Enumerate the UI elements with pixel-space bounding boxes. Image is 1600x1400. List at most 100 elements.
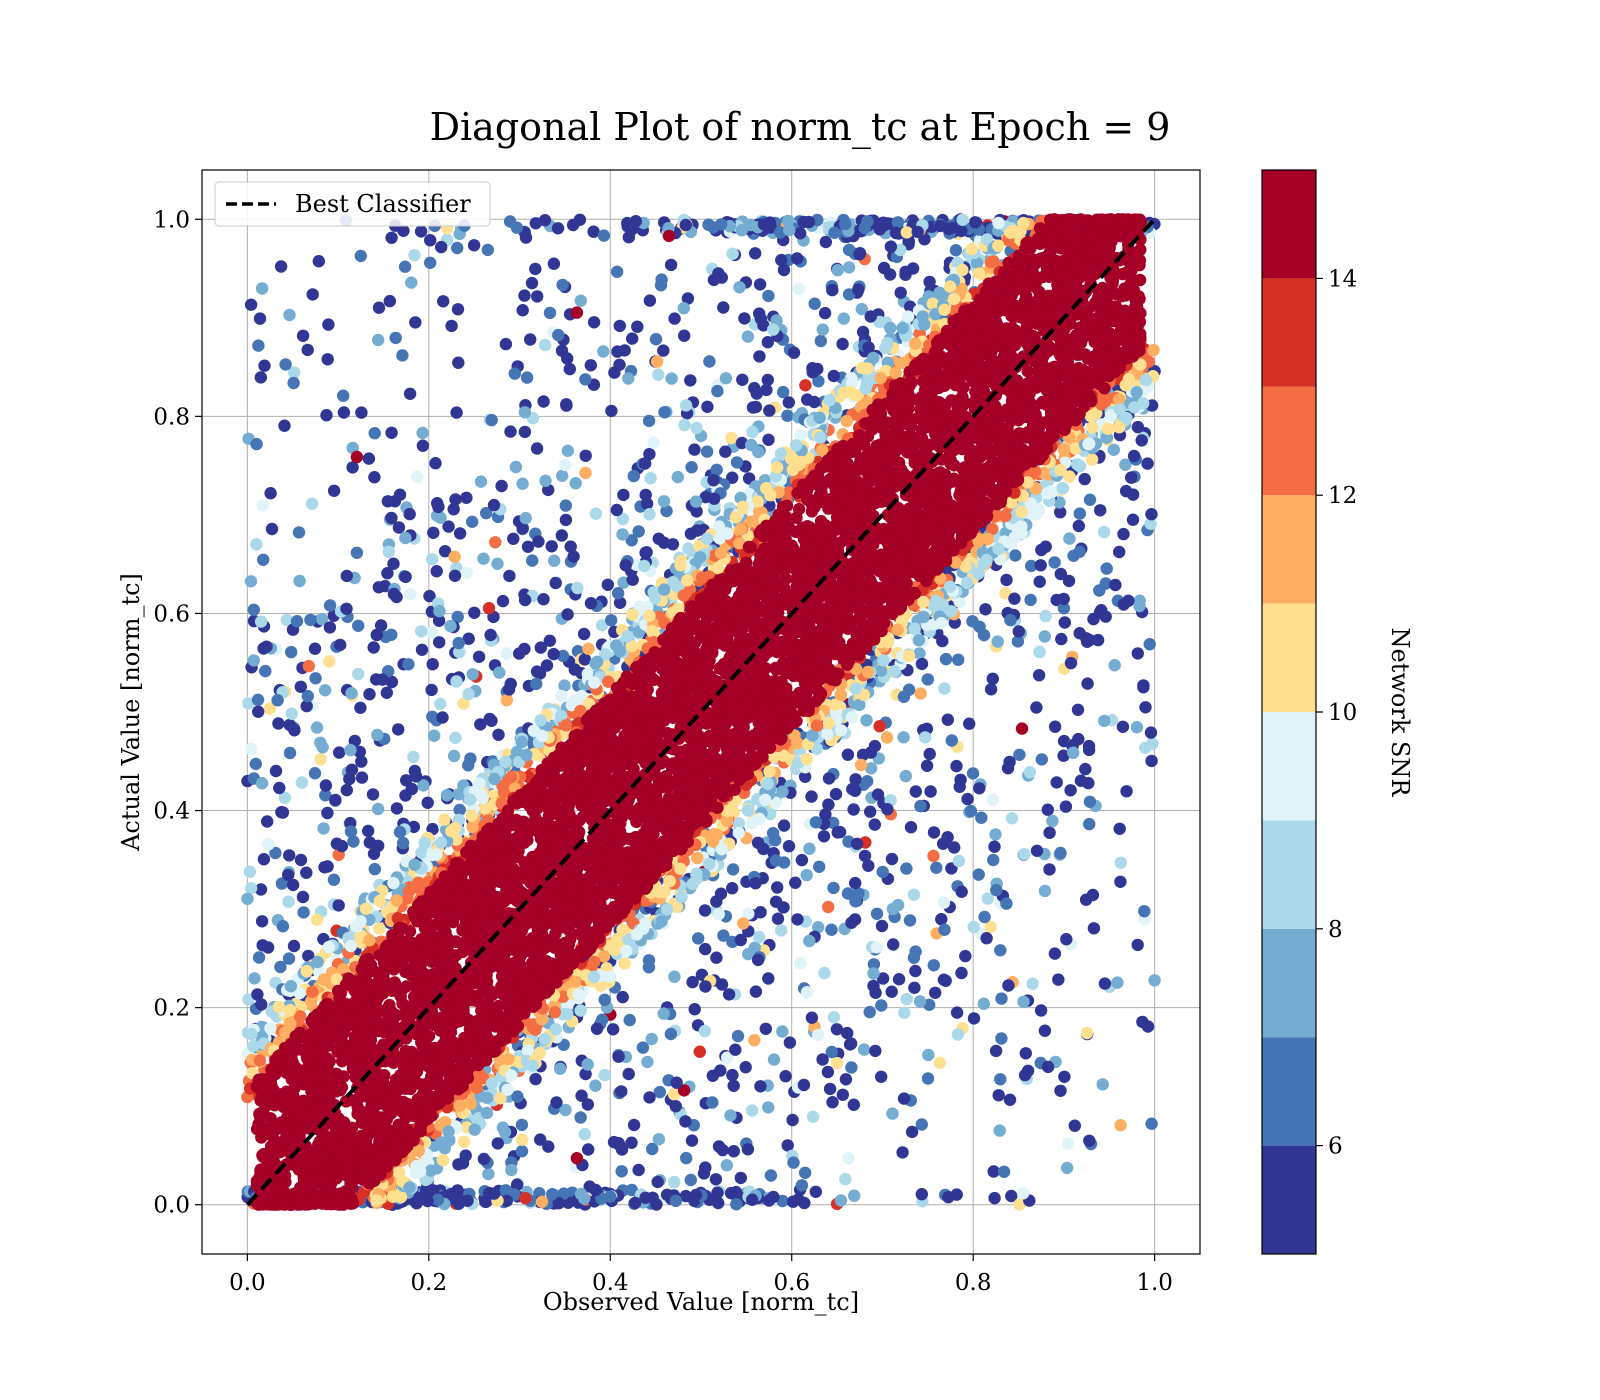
scatter-point — [973, 267, 986, 280]
scatter-point — [1131, 420, 1145, 434]
scatter-point — [1100, 562, 1113, 575]
scatter-point — [739, 1061, 752, 1074]
scatter-point — [244, 575, 258, 588]
scatter-point — [771, 881, 784, 894]
scatter-point — [1018, 848, 1031, 861]
scatter-point — [681, 574, 694, 587]
scatter-point — [669, 1100, 682, 1113]
scatter-point — [245, 1027, 258, 1041]
scatter-point — [495, 479, 508, 493]
scatter-point — [822, 900, 835, 914]
scatter-point — [516, 477, 529, 490]
scatter-point — [1021, 1064, 1035, 1078]
scatter-point — [362, 452, 376, 465]
scatter-point — [863, 1005, 876, 1019]
scatter-point — [322, 940, 335, 954]
scatter-point — [1017, 995, 1030, 1008]
scatter-point — [657, 495, 671, 508]
scatter-point — [534, 714, 547, 727]
scatter-point — [1015, 722, 1029, 735]
scatter-point — [415, 643, 429, 656]
scatter-point — [283, 849, 296, 862]
scatter-point — [987, 853, 1000, 867]
scatter-point — [1054, 846, 1067, 860]
scatter-point — [1133, 599, 1146, 613]
scatter-point — [613, 645, 627, 658]
scatter-point — [1085, 453, 1099, 466]
scatter-point — [555, 529, 568, 542]
scatter-point — [496, 594, 510, 608]
scatter-point — [706, 1069, 719, 1083]
scatter-point — [282, 895, 295, 908]
scatter-point — [426, 658, 439, 671]
scatter-point — [444, 619, 457, 633]
scatter-point — [1035, 543, 1048, 557]
scatter-point — [564, 540, 577, 553]
scatter-point — [914, 687, 927, 700]
scatter-point — [717, 301, 730, 314]
scatter-point — [813, 860, 826, 873]
scatter-point — [1073, 460, 1087, 473]
scatter-point — [695, 571, 709, 584]
scatter-point — [285, 707, 298, 720]
scatter-point — [1126, 513, 1140, 526]
scatter-point — [712, 908, 725, 921]
scatter-point — [409, 316, 422, 329]
scatter-point — [967, 1012, 981, 1025]
scatter-point — [753, 812, 766, 825]
scatter-point — [1057, 592, 1070, 606]
scatter-point — [589, 1183, 602, 1197]
scatter-point — [258, 359, 271, 372]
scatter-point — [909, 337, 922, 350]
scatter-point — [822, 798, 835, 811]
scatter-point — [724, 1109, 737, 1122]
scatter-point — [894, 286, 907, 299]
scatter-point — [714, 546, 728, 560]
scatter-point — [688, 1003, 701, 1016]
scatter-point — [1000, 573, 1013, 587]
scatter-point — [335, 839, 349, 853]
scatter-point — [922, 1048, 935, 1062]
scatter-point — [472, 650, 486, 663]
scatter-point — [767, 1053, 781, 1066]
scatter-point — [915, 657, 929, 671]
scatter-point — [896, 1146, 909, 1159]
scatter-point — [1002, 979, 1015, 992]
scatter-point — [800, 752, 813, 766]
scatter-point — [304, 613, 317, 627]
scatter-point — [749, 877, 762, 890]
scatter-point — [250, 538, 263, 551]
scatter-point — [355, 406, 368, 419]
scatter-point — [415, 846, 428, 859]
scatter-point — [467, 239, 481, 252]
scatter-point — [850, 837, 864, 850]
scatter-point — [428, 729, 441, 742]
scatter-point — [977, 628, 991, 642]
scatter-point — [638, 457, 652, 470]
scatter-point — [334, 638, 347, 652]
scatter-point — [247, 654, 260, 667]
scatter-point — [995, 992, 1008, 1005]
scatter-point — [700, 532, 714, 545]
scatter-point — [588, 955, 601, 969]
scatter-point — [655, 273, 668, 286]
scatter-point — [264, 1022, 277, 1035]
scatter-point — [921, 673, 934, 686]
scatter-point — [572, 988, 585, 1001]
scatter-point — [1074, 774, 1088, 787]
scatter-point — [251, 693, 265, 706]
scatter-point — [362, 824, 375, 838]
scatter-point — [849, 895, 862, 908]
scatter-point — [372, 333, 385, 347]
scatter-point — [386, 1190, 400, 1203]
scatter-point — [247, 603, 260, 616]
scatter-point — [613, 319, 626, 333]
scatter-point — [501, 1083, 514, 1096]
scatter-point — [732, 826, 745, 840]
scatter-point — [1082, 743, 1096, 757]
scatter-point — [627, 469, 640, 483]
scatter-point — [638, 559, 651, 573]
scatter-point — [761, 373, 774, 387]
scatter-point — [701, 400, 714, 413]
scatter-point — [403, 507, 416, 521]
